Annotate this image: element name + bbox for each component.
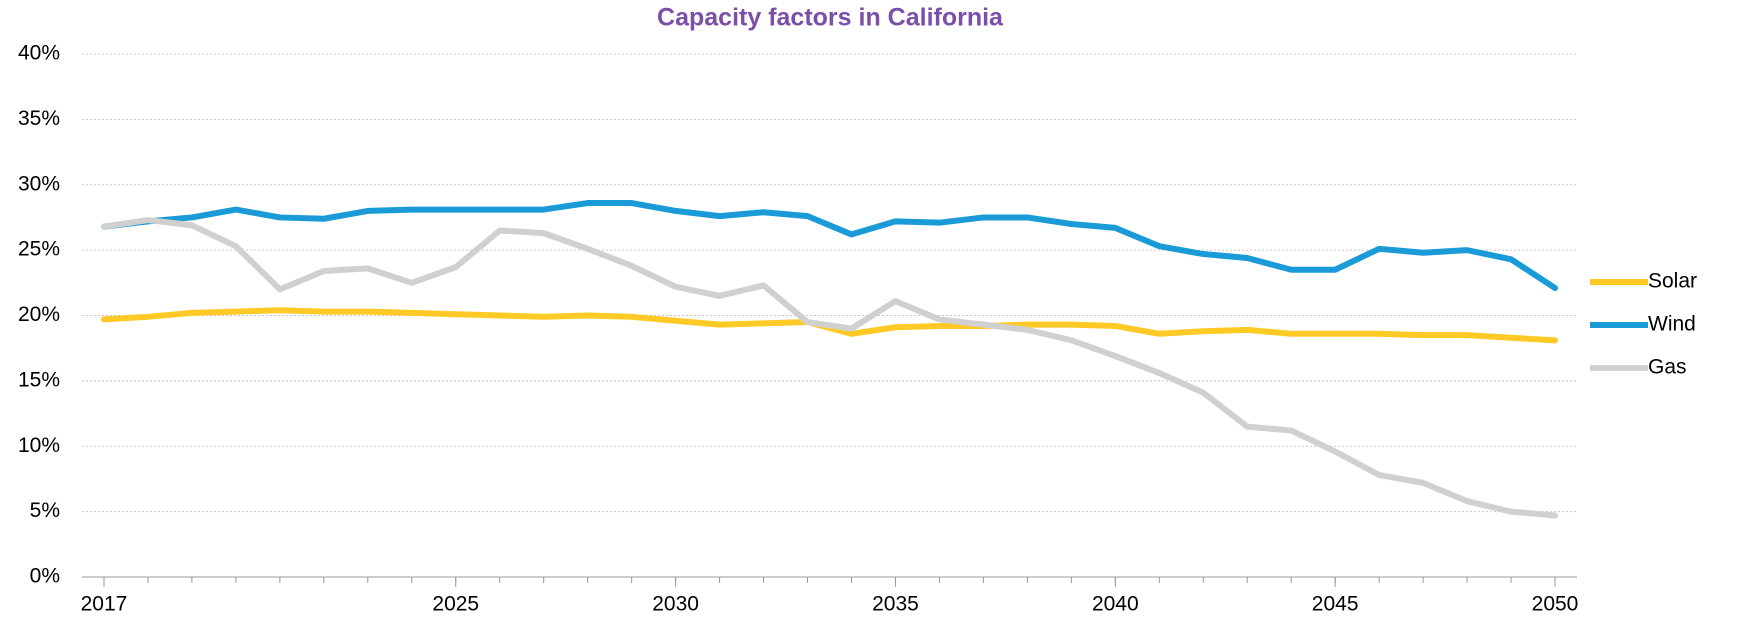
x-tick-label: 2050 bbox=[1532, 593, 1579, 616]
legend-label: Wind bbox=[1648, 313, 1696, 336]
y-tick-label: 35% bbox=[18, 107, 60, 130]
y-tick-label: 30% bbox=[18, 172, 60, 195]
y-tick-label: 20% bbox=[18, 303, 60, 326]
series-line bbox=[100, 200, 1559, 292]
y-tick-label: 40% bbox=[18, 42, 60, 65]
x-tick-label: 2035 bbox=[872, 593, 919, 616]
y-tick-label: 25% bbox=[18, 238, 60, 261]
legend-label: Solar bbox=[1648, 270, 1697, 293]
x-tick-label: 2025 bbox=[432, 593, 479, 616]
series-line bbox=[100, 217, 1559, 519]
legend-label: Gas bbox=[1648, 356, 1687, 379]
x-tick-label: 2045 bbox=[1312, 593, 1359, 616]
y-tick-label: 5% bbox=[30, 499, 60, 522]
y-tick-label: 15% bbox=[18, 368, 60, 391]
y-tick-label: 10% bbox=[18, 434, 60, 457]
x-tick-label: 2030 bbox=[652, 593, 699, 616]
x-tick-label: 2040 bbox=[1092, 593, 1139, 616]
y-tick-label: 0% bbox=[30, 565, 60, 588]
chart-title: Capacity factors in California bbox=[657, 4, 1004, 32]
x-tick-label: 2017 bbox=[81, 593, 128, 616]
